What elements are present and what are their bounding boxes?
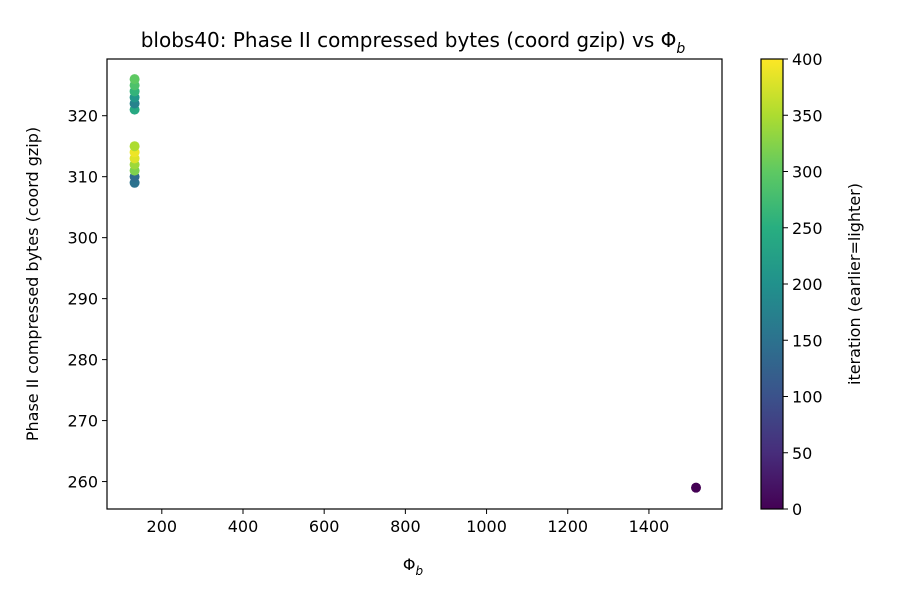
y-tick-label: 300 xyxy=(67,229,98,248)
colorbar-tick-label: 400 xyxy=(792,50,823,69)
x-tick-label: 1200 xyxy=(547,517,588,536)
y-tick-label: 310 xyxy=(67,168,98,187)
colorbar-tick-label: 50 xyxy=(792,444,812,463)
x-tick-label: 1000 xyxy=(466,517,507,536)
plot-area xyxy=(129,74,702,493)
y-tick-label: 290 xyxy=(67,290,98,309)
colorbar xyxy=(760,58,784,510)
plot-frame xyxy=(106,58,723,510)
x-tick-label: 600 xyxy=(309,517,340,536)
y-axis-label: Phase II compressed bytes (coord gzip) xyxy=(23,127,42,441)
colorbar-tick-label: 150 xyxy=(792,331,823,350)
x-axis-label-subscript: b xyxy=(415,564,423,578)
colorbar-tick-label: 350 xyxy=(792,106,823,125)
x-axis: 200 400 600 800 1000 1200 1400 xyxy=(147,509,670,536)
colorbar-axis: 0 50 100 150 200 250 300 350 400 xyxy=(783,50,823,519)
colorbar-tick-label: 100 xyxy=(792,388,823,407)
y-tick-label: 270 xyxy=(67,412,98,431)
x-tick-label: 1400 xyxy=(629,517,670,536)
colorbar-tick-label: 250 xyxy=(792,219,823,238)
colorbar-tick-label: 0 xyxy=(792,500,802,519)
chart-title-subscript: b xyxy=(676,41,685,57)
x-axis-label: Φb xyxy=(403,555,424,578)
colorbar-tick-label: 200 xyxy=(792,275,823,294)
x-tick-label: 200 xyxy=(147,517,178,536)
scatter-point xyxy=(691,482,702,493)
colorbar-tick-label: 300 xyxy=(792,163,823,182)
y-tick-label: 260 xyxy=(67,473,98,492)
y-axis: 260 270 280 290 300 310 320 xyxy=(67,107,107,492)
colorbar-label: iteration (earlier=lighter) xyxy=(845,183,864,385)
y-tick-label: 320 xyxy=(67,107,98,126)
chart-title: blobs40: Phase II compressed bytes (coor… xyxy=(141,28,686,57)
x-tick-label: 400 xyxy=(228,517,259,536)
scatter-point xyxy=(129,74,140,85)
x-tick-label: 800 xyxy=(390,517,421,536)
y-tick-label: 280 xyxy=(67,351,98,370)
scatter-point xyxy=(129,141,140,152)
